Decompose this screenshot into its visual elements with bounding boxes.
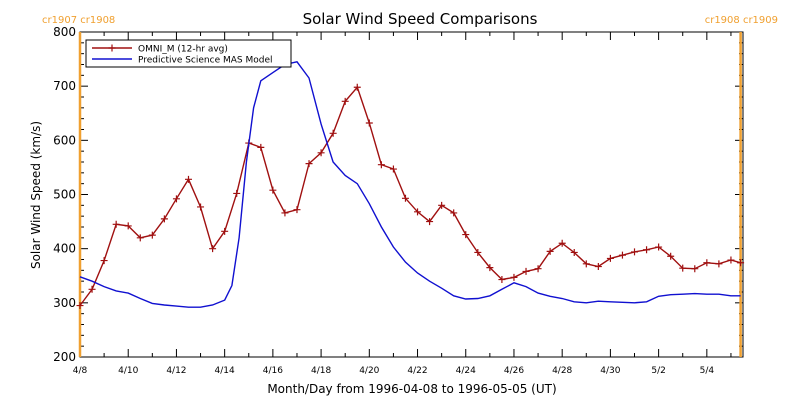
- x-tick-label: 4/16: [263, 366, 283, 376]
- y-tick-label: 300: [53, 296, 76, 310]
- data-point: [426, 218, 434, 226]
- y-tick-label: 200: [53, 350, 76, 364]
- data-point: [667, 252, 675, 260]
- data-point: [606, 254, 614, 262]
- data-point: [631, 248, 639, 256]
- data-point: [498, 276, 506, 284]
- legend: OMNI_M (12-hr avg)Predictive Science MAS…: [85, 39, 292, 68]
- data-point: [160, 215, 168, 223]
- data-point: [522, 267, 530, 275]
- data-point: [172, 195, 180, 203]
- data-point: [136, 234, 144, 242]
- data-point: [715, 260, 723, 268]
- y-axis-label: Solar Wind Speed (km/s): [29, 121, 43, 269]
- data-point: [510, 273, 518, 281]
- x-tick-label: 4/26: [504, 366, 524, 376]
- legend-box: [85, 39, 292, 68]
- data-point: [233, 189, 241, 197]
- x-tick-label: 4/14: [215, 366, 235, 376]
- y-tick-label: 800: [53, 25, 76, 39]
- data-point: [570, 248, 578, 256]
- data-point: [450, 209, 458, 217]
- data-point: [534, 265, 542, 273]
- y-tick-label: 700: [53, 79, 76, 93]
- data-point: [124, 222, 132, 230]
- data-point: [148, 231, 156, 239]
- series-line-omni-m-12-hr-avg: [79, 85, 741, 306]
- carrington-marker-label: cr1907 cr1908: [42, 15, 115, 26]
- data-point: [414, 208, 422, 216]
- x-tick-label: 4/28: [552, 366, 572, 376]
- data-point: [76, 302, 84, 310]
- data-point: [209, 245, 217, 253]
- axes-layer: 200 300 400 500 600 700 800 4/8 4/10 4/12 4/14 4/16…: [53, 25, 744, 376]
- y-tick-label: 500: [53, 188, 76, 202]
- data-point: [486, 264, 494, 272]
- data-point: [112, 220, 120, 228]
- data-point: [679, 264, 687, 272]
- series-layer: [76, 61, 745, 310]
- data-point: [643, 246, 651, 254]
- data-point: [438, 201, 446, 209]
- carrington-marker-label: cr1908 cr1909: [705, 15, 778, 26]
- legend-label: OMNI_M (12-hr avg): [138, 45, 228, 55]
- data-point: [655, 243, 663, 251]
- data-point: [691, 265, 699, 273]
- x-tick-label: 4/22: [407, 366, 427, 376]
- y-tick-label: 600: [53, 133, 76, 147]
- y-tick-label: 400: [53, 242, 76, 256]
- data-point: [546, 247, 554, 255]
- x-tick-label: 5/4: [700, 366, 715, 376]
- data-point: [88, 285, 96, 293]
- data-point: [365, 119, 373, 127]
- data-point: [100, 257, 108, 265]
- legend-swatch-marker: [108, 44, 116, 52]
- data-point: [401, 194, 409, 202]
- data-point: [703, 259, 711, 267]
- data-point: [293, 206, 301, 214]
- data-point: [197, 203, 205, 211]
- data-point: [618, 251, 626, 259]
- data-point: [281, 209, 289, 217]
- data-point: [257, 143, 265, 151]
- data-point: [353, 83, 361, 91]
- data-point: [558, 239, 566, 247]
- data-point: [305, 160, 313, 168]
- series-line-predictive-science-mas-model: [79, 61, 741, 308]
- legend-label: Predictive Science MAS Model: [138, 56, 273, 66]
- data-point: [341, 97, 349, 105]
- data-point: [582, 260, 590, 268]
- data-point: [377, 161, 385, 169]
- x-tick-label: 4/24: [456, 366, 476, 376]
- data-point: [474, 248, 482, 256]
- data-point: [221, 227, 229, 235]
- x-tick-label: 5/2: [651, 366, 665, 376]
- data-point: [727, 256, 735, 264]
- data-point: [462, 231, 470, 239]
- data-point: [317, 149, 325, 157]
- data-point: [184, 175, 192, 183]
- data-point: [329, 129, 337, 137]
- data-point: [269, 186, 277, 194]
- data-point: [594, 263, 602, 271]
- x-axis-label: Month/Day from 1996-04-08 to 1996-05-05 …: [267, 382, 556, 396]
- x-tick-label: 4/18: [311, 366, 331, 376]
- chart-title: Solar Wind Speed Comparisons: [303, 10, 538, 28]
- x-tick-label: 4/8: [73, 366, 88, 376]
- x-tick-label: 4/20: [359, 366, 379, 376]
- x-tick-label: 4/30: [600, 366, 620, 376]
- data-point: [737, 259, 745, 267]
- data-point: [389, 165, 397, 173]
- x-tick-label: 4/10: [118, 366, 138, 376]
- x-tick-label: 4/12: [166, 366, 186, 376]
